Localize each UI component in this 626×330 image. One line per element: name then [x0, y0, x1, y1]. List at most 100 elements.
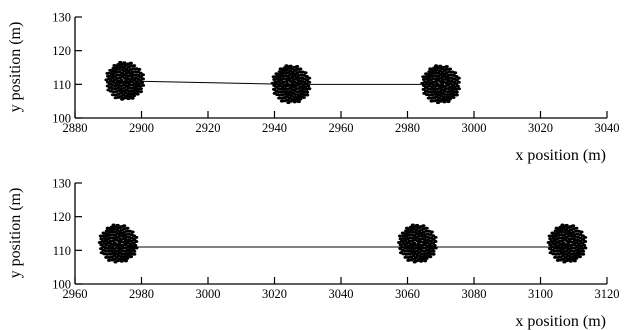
agent-point [116, 63, 121, 67]
agent-point [432, 87, 437, 91]
agent-point [577, 249, 583, 253]
agent-point [140, 77, 145, 81]
agent-point [121, 240, 127, 244]
agent-point [444, 64, 449, 68]
agent-point [455, 84, 460, 88]
agent-point [128, 247, 133, 251]
agent-point [550, 231, 555, 235]
x-tick-label: 3040 [595, 121, 620, 135]
agent-point [426, 96, 431, 100]
agent-point [101, 231, 106, 235]
agent-point [570, 224, 576, 228]
agent-point [418, 259, 424, 263]
agent-point [568, 259, 573, 263]
agent-point [98, 234, 103, 238]
agent-point [581, 252, 586, 256]
agent-point [125, 256, 130, 260]
agent-point [129, 92, 134, 96]
agent-cluster-2 [270, 64, 312, 105]
x-tick-label: 2940 [262, 121, 287, 135]
agent-point [433, 71, 438, 75]
agent-point [275, 77, 280, 81]
agent-point [404, 226, 410, 230]
agent-point [119, 78, 124, 82]
x-tick-label: 3000 [462, 121, 487, 135]
agent-point [138, 87, 143, 91]
agent-point [116, 83, 121, 87]
agent-point [119, 259, 124, 263]
agent-point [410, 230, 415, 234]
agent-point [112, 64, 117, 68]
agent-point [106, 88, 111, 92]
agent-point [410, 223, 415, 227]
agent-point [398, 237, 403, 241]
agent-point [110, 230, 115, 234]
y-tick-label: 130 [52, 11, 71, 25]
agent-point [412, 249, 417, 253]
agent-point [454, 93, 459, 97]
x-tick-label: 3040 [329, 287, 354, 301]
agent-point [99, 251, 104, 255]
agent-point [99, 243, 104, 247]
agent-point [426, 80, 431, 84]
agent-point [451, 90, 456, 94]
agent-point [582, 240, 588, 244]
agent-point [122, 224, 127, 228]
agent-point [547, 234, 552, 238]
agent-point [421, 75, 426, 79]
agent-point [552, 239, 557, 243]
agent-point [424, 72, 429, 76]
agent-cluster-2 [397, 223, 438, 264]
agent-point [435, 101, 441, 105]
agent-point [277, 70, 282, 74]
agent-point [104, 234, 110, 238]
agent-point [276, 80, 281, 84]
agent-point [278, 67, 283, 71]
agent-point [111, 227, 117, 231]
agent-point [286, 101, 291, 105]
agent-point [292, 100, 297, 104]
agent-point [421, 255, 427, 259]
agent-point [400, 231, 405, 235]
agent-point [427, 70, 432, 74]
agent-point [271, 87, 277, 91]
agent-point [134, 240, 139, 244]
agent-point [118, 65, 123, 69]
chart-panel-1: 100 110 120 130 2880 2900 2920 2940 2960 2980 3000… [7, 11, 620, 165]
agent-point [424, 226, 429, 230]
agent-point [558, 246, 563, 250]
agent-point [576, 247, 582, 251]
x-axis-label: x position (m) [515, 313, 606, 330]
x-tick-label: 2980 [129, 287, 154, 301]
agent-point [307, 76, 312, 80]
agent-point [561, 249, 566, 253]
agent-point [137, 67, 142, 71]
agent-point [434, 64, 439, 68]
agent-point [583, 235, 588, 239]
agent-point [111, 66, 116, 70]
x-tick-label: 3080 [462, 287, 487, 301]
agent-point [435, 82, 440, 86]
agent-point [112, 241, 117, 245]
agent-point [404, 234, 409, 238]
agent-point [445, 95, 450, 99]
agent-point [105, 84, 110, 88]
agent-point [134, 84, 139, 88]
agent-point [453, 71, 458, 75]
agent-point [404, 229, 409, 233]
agent-point [418, 254, 423, 258]
agent-point [105, 71, 110, 75]
agent-point [572, 259, 577, 263]
agent-point [554, 226, 559, 230]
agent-point [126, 97, 131, 101]
agent-point [131, 64, 137, 68]
agent-point [409, 246, 414, 250]
agent-point [108, 68, 113, 72]
agent-point [446, 100, 451, 104]
agent-point [304, 90, 310, 94]
agent-point [113, 260, 118, 264]
agent-point [548, 251, 553, 255]
chart-panel-2: 100 110 120 130 2960 2980 3000 3020 3040 3060 3080… [7, 177, 620, 330]
agent-point [412, 260, 417, 264]
agent-point [575, 244, 580, 248]
